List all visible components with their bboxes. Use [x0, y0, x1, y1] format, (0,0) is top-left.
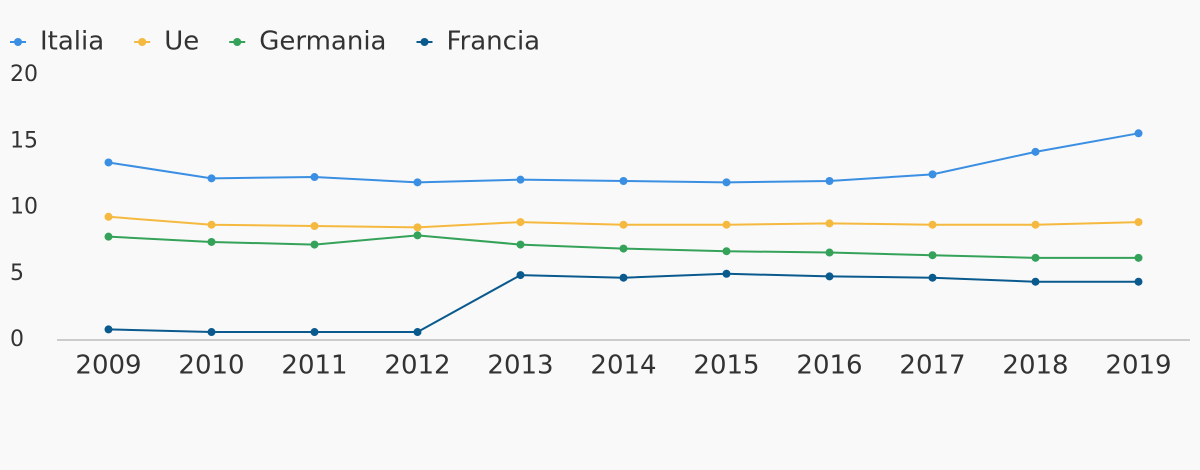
data-point: [1134, 218, 1143, 227]
y-tick-label: 5: [10, 261, 24, 286]
y-tick-label: 10: [10, 195, 38, 220]
data-point: [1134, 253, 1143, 262]
x-tick-label: 2018: [1002, 351, 1068, 381]
data-point: [825, 272, 834, 281]
data-point: [207, 328, 216, 337]
legend-marker: [138, 38, 147, 46]
x-tick-label: 2009: [75, 351, 141, 381]
data-point: [413, 178, 422, 187]
data-point: [1031, 277, 1040, 286]
data-point: [104, 158, 113, 167]
data-point: [516, 218, 525, 227]
legend-marker: [420, 38, 429, 46]
data-point: [104, 325, 113, 334]
data-point: [1031, 220, 1040, 229]
data-point: [928, 170, 937, 179]
legend-marker: [233, 38, 242, 46]
data-point: [825, 177, 834, 185]
x-tick-label: 2010: [178, 351, 244, 381]
y-tick-label: 20: [10, 62, 38, 87]
data-point: [413, 231, 422, 240]
data-point: [1031, 253, 1040, 262]
data-point: [104, 232, 113, 241]
y-tick-label: 15: [10, 128, 38, 153]
data-point: [310, 222, 319, 231]
legend-marker: [14, 38, 22, 46]
data-point: [722, 220, 731, 229]
x-tick-label: 2016: [796, 351, 862, 381]
data-point: [207, 174, 216, 183]
x-tick-label: 2013: [487, 351, 553, 381]
data-point: [722, 247, 731, 256]
data-point: [722, 269, 731, 278]
data-point: [104, 212, 113, 221]
x-tick-label: 2019: [1105, 351, 1171, 381]
series-line: [108, 132, 1139, 184]
y-tick-label: 0: [10, 327, 24, 352]
data-point: [207, 220, 216, 229]
data-point: [619, 244, 628, 253]
x-tick-label: 2014: [590, 351, 656, 381]
data-point: [928, 273, 937, 282]
data-point: [1031, 147, 1040, 156]
data-point: [619, 220, 628, 229]
x-tick-label: 2012: [384, 351, 450, 381]
legend-label: Ue: [164, 27, 199, 57]
x-tick-label: 2015: [693, 351, 759, 381]
data-point: [207, 237, 216, 246]
x-tick-label: 2011: [281, 351, 347, 381]
data-point: [619, 177, 628, 185]
data-point: [516, 240, 525, 249]
legend-label: Germania: [259, 27, 386, 57]
legend-label: Italia: [40, 27, 104, 57]
data-point: [413, 223, 422, 232]
data-point: [310, 240, 319, 249]
data-point: [1134, 277, 1143, 286]
legend-label: Francia: [447, 27, 541, 57]
x-tick-label: 2017: [899, 351, 965, 381]
data-point: [413, 328, 422, 337]
data-point: [619, 273, 628, 282]
data-point: [928, 251, 937, 260]
data-point: [722, 178, 731, 187]
data-point: [310, 328, 319, 337]
data-point: [825, 248, 834, 257]
data-point: [825, 219, 834, 228]
data-point: [928, 220, 937, 229]
data-point: [516, 271, 525, 280]
data-point: [516, 175, 525, 184]
series-line: [108, 272, 1139, 334]
data-point: [310, 173, 319, 182]
data-point: [1134, 129, 1143, 138]
